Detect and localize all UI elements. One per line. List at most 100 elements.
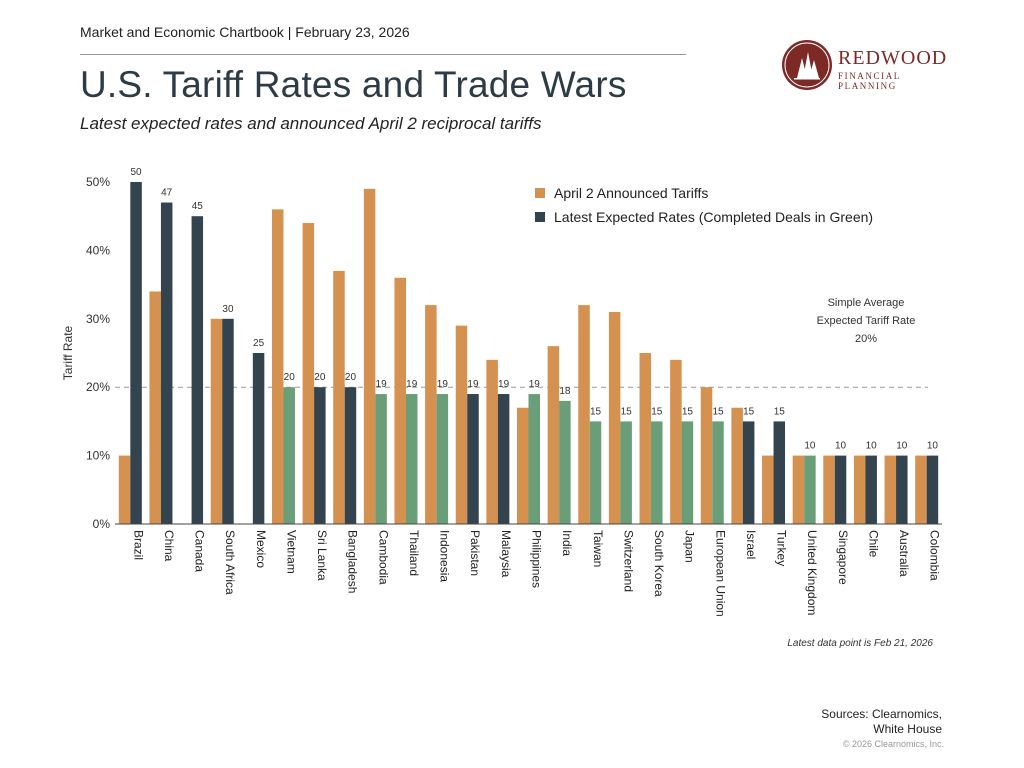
- y-tick-label: 30%: [86, 312, 110, 326]
- data-label: 15: [621, 406, 633, 417]
- data-label: 20: [314, 372, 326, 383]
- category-label: Philippines: [530, 530, 544, 588]
- category-label: United Kingdom: [805, 530, 819, 615]
- average-label: 20%: [855, 333, 877, 345]
- data-label: 47: [161, 188, 173, 199]
- bar-announced: [639, 353, 652, 524]
- bar-expected-deal: [375, 394, 387, 524]
- bar-announced: [823, 455, 835, 524]
- copyright: © 2026 Clearnomics, Inc.: [842, 739, 944, 749]
- bar-announced: [578, 305, 590, 524]
- logo-tagline: FINANCIAL PLANNING: [838, 71, 901, 91]
- category-label: Cambodia: [376, 530, 390, 585]
- bar-announced: [149, 291, 161, 524]
- bar-expected: [160, 202, 173, 524]
- bar-announced: [762, 455, 774, 524]
- category-label: Vietnam: [284, 530, 298, 574]
- sources-line-1: Sources: Clearnomics,: [821, 707, 942, 721]
- sources: Sources: Clearnomics, White House: [821, 707, 942, 737]
- category-label: Brazil: [131, 530, 145, 560]
- tree-emblem-icon: [782, 40, 832, 90]
- y-tick-label: 40%: [86, 243, 110, 257]
- category-label: Israel: [744, 530, 758, 559]
- data-label: 15: [682, 406, 694, 417]
- bar-announced: [486, 359, 498, 524]
- category-label: China: [162, 530, 176, 562]
- category-label: South Africa: [223, 530, 237, 595]
- bar-expected-deal: [681, 421, 694, 524]
- bar-expected-deal: [620, 421, 632, 524]
- redwood-logo: REDWOOD FINANCIAL PLANNING: [782, 40, 946, 92]
- category-label: South Korea: [652, 530, 666, 597]
- data-label: 19: [406, 379, 418, 390]
- chartbook-header: Market and Economic Chartbook | February…: [80, 24, 410, 40]
- bar-announced: [271, 209, 284, 525]
- category-label: Japan: [683, 530, 697, 563]
- data-label: 10: [804, 441, 816, 452]
- bar-expected: [344, 387, 357, 524]
- category-label: Turkey: [775, 530, 789, 566]
- bar-announced: [700, 387, 713, 524]
- bar-announced: [455, 325, 468, 524]
- bar-announced: [884, 455, 897, 524]
- category-label: Taiwan: [591, 530, 605, 567]
- bar-expected-deal: [528, 394, 540, 524]
- y-tick-label: 50%: [86, 175, 110, 189]
- category-label: Canada: [193, 530, 207, 572]
- data-label: 15: [590, 406, 602, 417]
- y-tick-label: 20%: [86, 380, 110, 394]
- bar-expected-deal: [436, 394, 449, 524]
- data-label: 19: [437, 379, 449, 390]
- data-label: 15: [743, 406, 755, 417]
- bar-announced: [363, 188, 376, 524]
- bar-announced: [792, 455, 805, 524]
- bar-expected: [834, 455, 847, 524]
- category-label: Bangladesh: [346, 530, 360, 593]
- data-label: 10: [896, 441, 908, 452]
- header-divider: [80, 54, 686, 55]
- page-title: U.S. Tariff Rates and Trade Wars: [80, 64, 627, 105]
- bar-expected: [896, 455, 908, 524]
- y-tick-label: 0%: [93, 517, 111, 531]
- data-label: 18: [559, 386, 571, 397]
- bar-expected: [865, 455, 877, 524]
- category-label: European Union: [713, 530, 727, 617]
- bar-expected: [926, 455, 939, 524]
- bar-expected-deal: [589, 421, 602, 524]
- category-label: Singapore: [836, 530, 850, 585]
- bar-expected: [191, 216, 204, 524]
- category-label: Colombia: [928, 530, 942, 581]
- y-tick-label: 10%: [86, 449, 110, 463]
- category-label: Mexico: [254, 530, 268, 568]
- bar-expected: [467, 394, 479, 524]
- legend-label-announced: April 2 Announced Tariffs: [554, 185, 708, 201]
- data-label: 15: [651, 406, 663, 417]
- bar-expected: [222, 318, 234, 524]
- category-label: Switzerland: [621, 530, 635, 592]
- category-label: India: [560, 530, 574, 556]
- data-label: 50: [131, 167, 143, 178]
- bar-announced: [670, 359, 682, 524]
- bar-expected-deal: [804, 455, 816, 524]
- data-label: 19: [376, 379, 388, 390]
- bar-expected-deal: [651, 421, 663, 524]
- bar-announced: [517, 407, 529, 524]
- bar-expected: [130, 182, 142, 524]
- bar-expected: [497, 394, 510, 524]
- bar-expected-deal: [559, 400, 571, 524]
- bar-expected: [252, 353, 265, 524]
- data-label: 19: [467, 379, 479, 390]
- data-label: 19: [498, 379, 510, 390]
- data-label: 25: [253, 338, 265, 349]
- sources-line-2: White House: [873, 722, 942, 736]
- bar-announced: [394, 277, 406, 524]
- data-label: 20: [284, 372, 296, 383]
- category-label: Indonesia: [438, 530, 452, 582]
- average-label: Expected Tariff Rate: [817, 315, 916, 327]
- legend-swatch-announced: [535, 188, 545, 198]
- y-axis-label: Tariff Rate: [61, 325, 75, 380]
- bar-announced: [333, 270, 345, 524]
- bar-announced: [915, 455, 927, 524]
- data-label: 45: [192, 201, 204, 212]
